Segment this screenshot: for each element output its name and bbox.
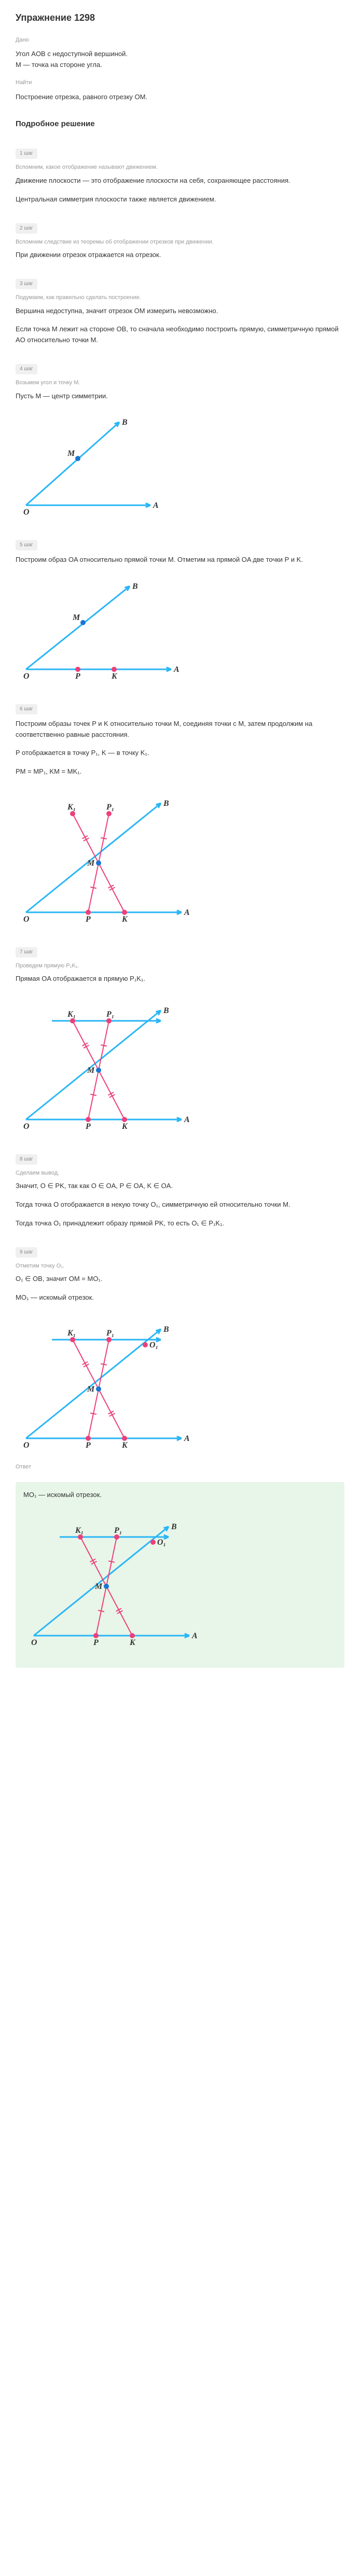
svg-text:A: A [153, 501, 159, 510]
step-badge: 8 шаг [16, 1154, 37, 1165]
svg-text:A: A [173, 665, 179, 674]
svg-text:P: P [85, 1441, 91, 1449]
diagram-angle-basic: O A B M [16, 412, 344, 519]
svg-text:A: A [184, 1434, 190, 1443]
svg-text:M: M [94, 1582, 103, 1591]
svg-text:K: K [111, 672, 118, 680]
svg-text:M: M [67, 449, 75, 458]
step-text: MO₁ — искомый отрезок. [16, 1292, 344, 1303]
given-text: Угол AOB с недоступной вершиной. M — точ… [16, 49, 344, 71]
step-text: Построим образы точек P и K относительно… [16, 719, 344, 740]
svg-text:O: O [23, 672, 30, 680]
svg-text:K: K [121, 1122, 128, 1130]
svg-text:K₁: K₁ [75, 1526, 84, 1535]
diagram-final: O₁ O A B M P K P₁ K₁ [16, 1314, 344, 1452]
svg-text:B: B [163, 799, 169, 808]
svg-text:P₁: P₁ [106, 1329, 114, 1338]
given-line1: Угол AOB с недоступной вершиной. [16, 50, 128, 58]
svg-text:B: B [132, 582, 138, 591]
step-text: Построим образ OA относительно прямой то… [16, 555, 344, 565]
answer-text: MO₁ — искомый отрезок. [23, 1490, 337, 1501]
svg-text:K: K [121, 1441, 128, 1449]
step-text: Центральная симметрия плоскости также яв… [16, 194, 344, 205]
svg-text:P₁: P₁ [106, 1010, 114, 1019]
svg-text:B: B [121, 418, 128, 427]
svg-text:M: M [87, 859, 95, 868]
step-text: Пусть M — центр симметрии. [16, 391, 344, 402]
svg-text:P: P [93, 1638, 99, 1646]
find-text: Построение отрезка, равного отрезку OM. [16, 92, 344, 103]
step-text: Если точка M лежит на стороне OB, то сна… [16, 324, 344, 346]
svg-text:P: P [85, 1122, 91, 1130]
svg-text:P: P [75, 672, 80, 680]
step-text: Тогда точка O отображается в некую точку… [16, 1199, 344, 1210]
svg-text:K₁: K₁ [67, 803, 76, 812]
svg-text:B: B [171, 1522, 177, 1531]
svg-text:O₁: O₁ [157, 1538, 166, 1547]
diagram-symmetry: O A B M P K P₁ K₁ [16, 788, 344, 926]
step-hint: Проведем прямую P₁K₁. [16, 962, 344, 971]
svg-text:O₁: O₁ [149, 1341, 158, 1350]
step-badge: 5 шаг [16, 540, 37, 550]
step-badge: 2 шаг [16, 223, 37, 234]
svg-text:O: O [23, 1122, 30, 1130]
step-hint: Отметим точку O₁. [16, 1262, 344, 1271]
step-badge: 9 шаг [16, 1247, 37, 1258]
step-text: Значит, O ∈ PK, так как O ∈ OA, P ∈ OA, … [16, 1181, 344, 1192]
step-badge: 7 шаг [16, 947, 37, 957]
given-label: Дано [16, 36, 344, 45]
step-hint: Вспомним, какое отображение называют дви… [16, 163, 344, 172]
step-text: Вершина недоступна, значит отрезок OM из… [16, 306, 344, 317]
svg-text:M: M [72, 613, 80, 622]
page-title: Упражнение 1298 [16, 10, 344, 25]
step-hint: Подумаем, как правильно сделать построен… [16, 293, 344, 303]
svg-text:M: M [87, 1385, 95, 1394]
svg-text:K₁: K₁ [67, 1010, 76, 1019]
step-text: P отображается в точку P₁, K — в точку K… [16, 748, 344, 759]
svg-text:K₁: K₁ [67, 1329, 76, 1338]
svg-text:A: A [191, 1631, 198, 1640]
step-badge: 1 шаг [16, 149, 37, 159]
svg-text:B: B [163, 1006, 169, 1015]
svg-text:O: O [23, 508, 30, 516]
step-text: O₁ ∈ OB, значит OM = MO₁. [16, 1274, 344, 1285]
answer-box: MO₁ — искомый отрезок. O₁ O A B M P K P₁ K₁ [16, 1482, 344, 1668]
svg-text:P: P [85, 915, 91, 923]
diagram-answer: O₁ O A B M P K P₁ K₁ [23, 1511, 337, 1650]
svg-text:P₁: P₁ [106, 803, 114, 812]
step-text: PM = MP₁, KM = MK₁. [16, 766, 344, 777]
svg-text:A: A [184, 908, 190, 917]
svg-text:O: O [23, 1441, 30, 1449]
step-badge: 3 шаг [16, 279, 37, 289]
svg-text:P₁: P₁ [114, 1526, 122, 1535]
svg-text:B: B [163, 1325, 169, 1334]
find-label: Найти [16, 78, 344, 88]
step-text: При движении отрезок отражается на отрез… [16, 250, 344, 261]
step-hint: Сделаем вывод. [16, 1169, 344, 1178]
step-hint: Возьмем угол и точку M. [16, 379, 344, 388]
step-text: Тогда точка O₁ принадлежит образу прямой… [16, 1218, 344, 1229]
step-badge: 4 шаг [16, 364, 37, 374]
svg-text:K: K [129, 1638, 136, 1646]
svg-text:O: O [23, 915, 30, 923]
answer-label: Ответ [16, 1463, 344, 1472]
step-hint: Вспомним следствие из теоремы об отображ… [16, 238, 344, 247]
step-text: Движение плоскости — это отображение пло… [16, 176, 344, 186]
svg-text:A: A [184, 1115, 190, 1124]
step-badge: 6 шаг [16, 704, 37, 714]
svg-text:K: K [121, 915, 128, 923]
svg-text:M: M [87, 1066, 95, 1075]
svg-text:O: O [31, 1638, 37, 1646]
given-line2: M — точка на стороне угла. [16, 61, 102, 69]
solution-title: Подробное решение [16, 118, 344, 130]
step-text: Прямая OA отображается в прямую P₁K₁. [16, 974, 344, 984]
diagram-angle-pk: O A B M P K [16, 576, 344, 683]
diagram-pk-line: O A B M P K P₁ K₁ [16, 995, 344, 1134]
